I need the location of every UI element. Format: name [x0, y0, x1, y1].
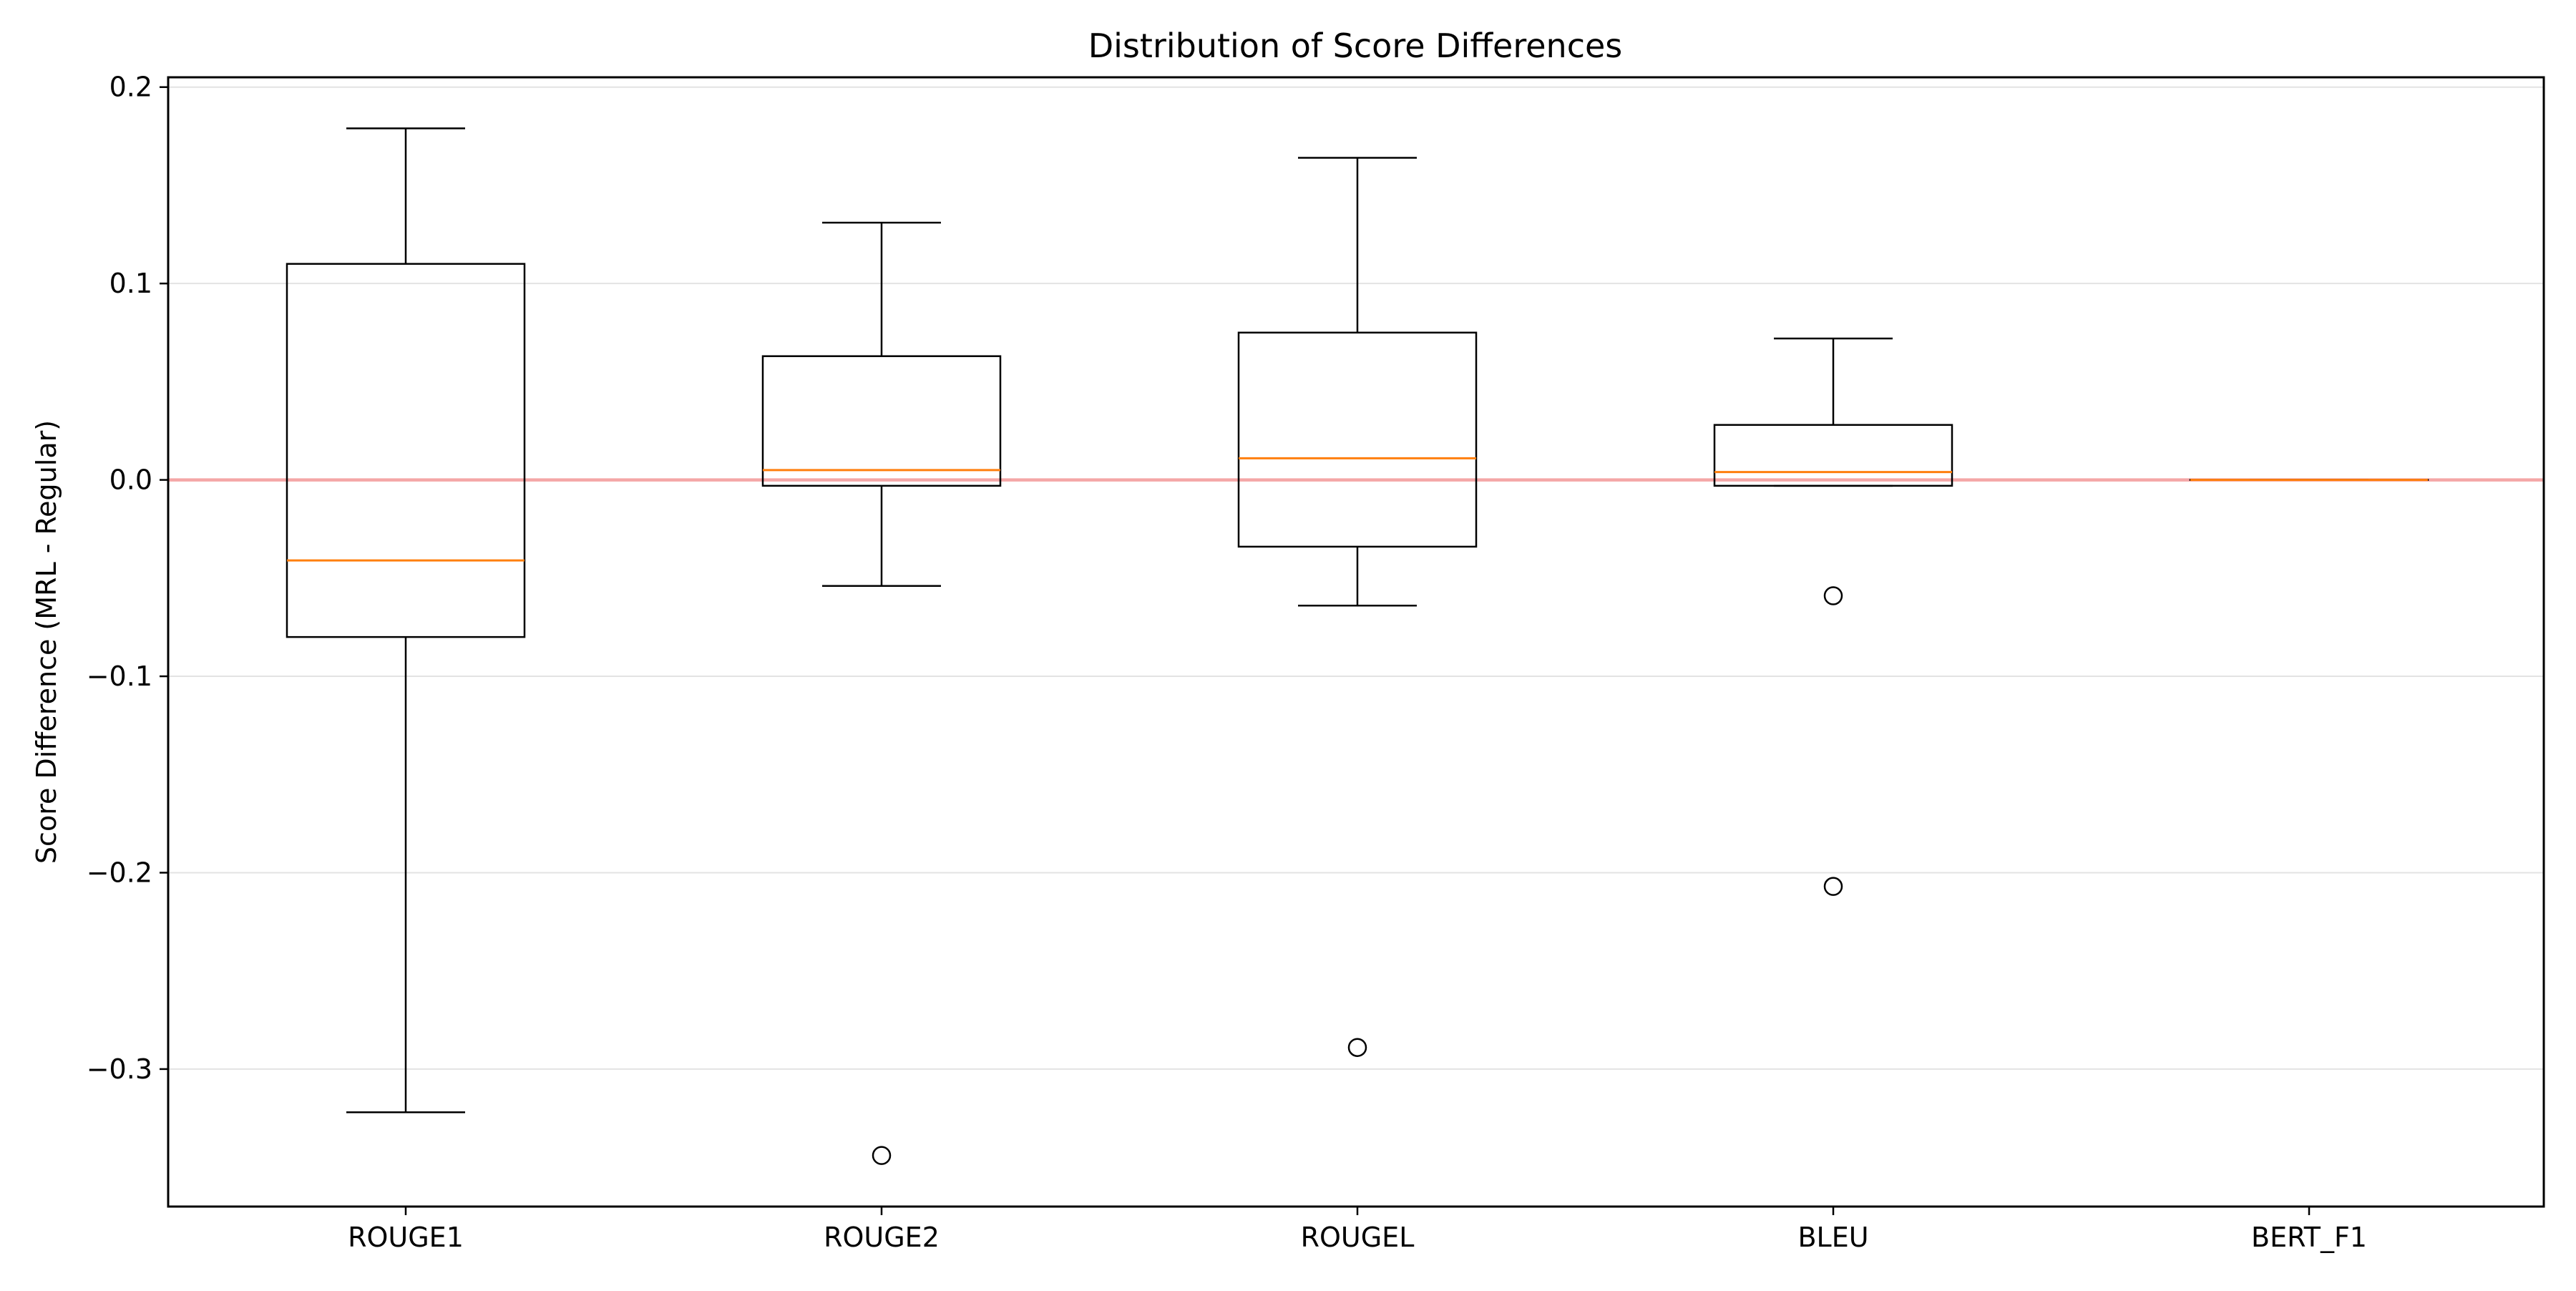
y-tick-label: 0.1	[109, 268, 152, 299]
y-axis-label: Score Difference (MRL - Regular)	[31, 420, 62, 864]
y-tick-label: 0.0	[109, 464, 152, 496]
x-tick-label: ROUGE2	[824, 1222, 940, 1253]
y-tick-label: −0.2	[87, 857, 152, 888]
x-tick-label: ROUGEL	[1301, 1222, 1415, 1253]
x-tick-label: BLEU	[1797, 1222, 1868, 1253]
y-tick-label: −0.1	[87, 661, 152, 692]
y-tick-label: −0.3	[87, 1053, 152, 1085]
x-tick-label: ROUGE1	[348, 1222, 464, 1253]
chart-title: Distribution of Score Differences	[1088, 26, 1623, 65]
y-tick-label: 0.2	[109, 72, 152, 103]
x-tick-label: BERT_F1	[2251, 1222, 2367, 1253]
